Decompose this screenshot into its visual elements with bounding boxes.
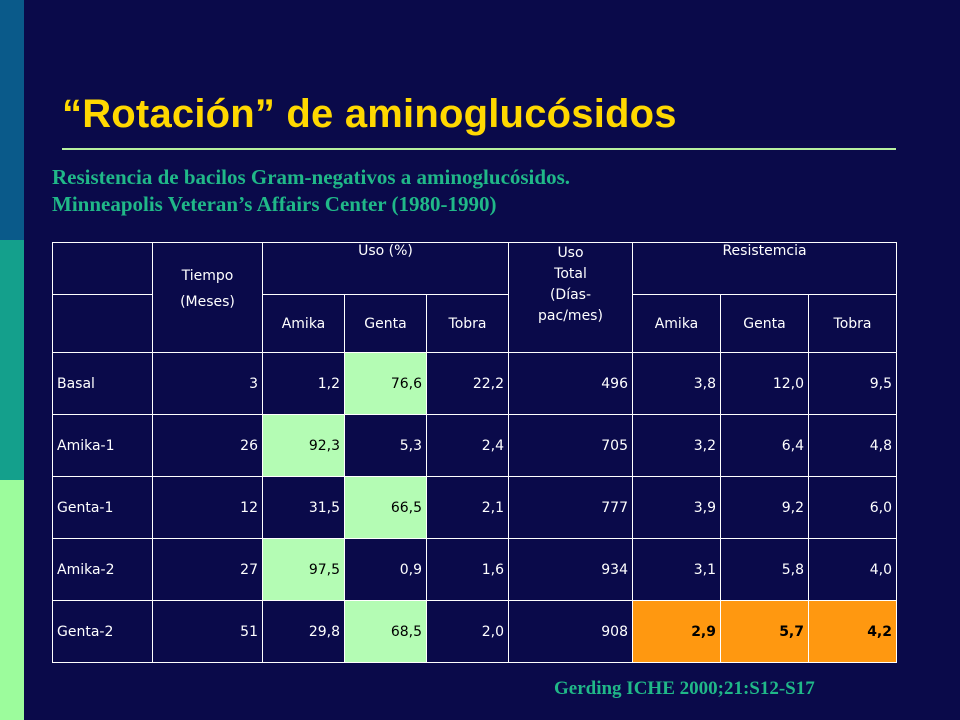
header-tiempo-line2: (Meses): [180, 294, 235, 310]
cell-uso-genta: 0,9: [344, 538, 427, 601]
header-uso-total-line2: Total: [554, 266, 587, 282]
header-uso-total-line4: pac/mes): [538, 308, 603, 324]
row-label: Amika-1: [52, 414, 153, 477]
table-row: Amika-2 27 97,5 0,9 1,6 934 3,1 5,8 4,0: [52, 538, 897, 601]
cell-res-genta: 9,2: [720, 476, 809, 539]
cell-uso-genta: 76,6: [344, 352, 427, 415]
subheader-uso-amika: Amika: [262, 294, 345, 353]
table-row: Genta-2 51 29,8 68,5 2,0 908 2,9 5,7 4,2: [52, 600, 897, 663]
cell-res-tobra: 4,8: [808, 414, 897, 477]
cell-res-genta: 5,7: [720, 600, 809, 663]
cell-res-amika: 3,1: [632, 538, 721, 601]
accent-bar-top: [0, 0, 24, 240]
cell-res-amika: 2,9: [632, 600, 721, 663]
cell-uso-tobra: 2,1: [426, 476, 509, 539]
cell-uso-amika: 29,8: [262, 600, 345, 663]
cell-res-amika: 3,2: [632, 414, 721, 477]
cell-uso-genta: 5,3: [344, 414, 427, 477]
cell-uso-total: 908: [508, 600, 633, 663]
accent-bar-bottom: [0, 480, 24, 720]
table-subheader-row: Amika Genta Tobra Amika Genta Tobra: [52, 294, 897, 353]
cell-uso-amika: 92,3: [262, 414, 345, 477]
header-tiempo: Tiempo (Meses): [152, 242, 263, 353]
cell-uso-tobra: 2,4: [426, 414, 509, 477]
cell-uso-genta: 66,5: [344, 476, 427, 539]
cell-uso-tobra: 22,2: [426, 352, 509, 415]
header-empty-top: [52, 242, 153, 295]
cell-uso-total: 777: [508, 476, 633, 539]
accent-bar-middle: [0, 240, 24, 480]
header-uso-total-line3: (Días-: [549, 287, 592, 303]
title-divider: [62, 148, 896, 150]
cell-res-tobra: 9,5: [808, 352, 897, 415]
cell-uso-amika: 31,5: [262, 476, 345, 539]
subheader-uso-tobra: Tobra: [426, 294, 509, 353]
cell-uso-genta: 68,5: [344, 600, 427, 663]
subheader-uso-genta: Genta: [344, 294, 427, 353]
cell-uso-total: 496: [508, 352, 633, 415]
cell-uso-total: 705: [508, 414, 633, 477]
cell-uso-amika: 1,2: [262, 352, 345, 415]
table-row: Genta-1 12 31,5 66,5 2,1 777 3,9 9,2 6,0: [52, 476, 897, 539]
cell-res-genta: 12,0: [720, 352, 809, 415]
table-header-row: Tiempo (Meses) Uso (%) Uso Total (Días- p…: [52, 242, 897, 353]
cell-uso-tobra: 1,6: [426, 538, 509, 601]
slide-subtitle: Resistencia de bacilos Gram-negativos a …: [52, 164, 570, 218]
subtitle-line-1: Resistencia de bacilos Gram-negativos a …: [52, 165, 570, 189]
cell-uso-total: 934: [508, 538, 633, 601]
subtitle-line-2: Minneapolis Veteran’s Affairs Center (19…: [52, 192, 497, 216]
table-row: Basal 3 1,2 76,6 22,2 496 3,8 12,0 9,5: [52, 352, 897, 415]
header-resistencia: Resistemcia: [632, 242, 897, 295]
header-empty-bottom: [52, 294, 153, 353]
cell-uso-amika: 97,5: [262, 538, 345, 601]
cell-tiempo: 51: [152, 600, 263, 663]
citation: Gerding ICHE 2000;21:S12-S17: [554, 678, 815, 699]
subheader-res-amika: Amika: [632, 294, 721, 353]
cell-res-amika: 3,9: [632, 476, 721, 539]
subheader-res-genta: Genta: [720, 294, 809, 353]
cell-tiempo: 26: [152, 414, 263, 477]
cell-tiempo: 3: [152, 352, 263, 415]
cell-res-genta: 5,8: [720, 538, 809, 601]
cell-res-amika: 3,8: [632, 352, 721, 415]
row-label: Amika-2: [52, 538, 153, 601]
cell-res-tobra: 6,0: [808, 476, 897, 539]
slide-title: “Rotación” de aminoglucósidos: [62, 92, 677, 136]
cell-tiempo: 27: [152, 538, 263, 601]
cell-res-tobra: 4,0: [808, 538, 897, 601]
table-row: Amika-1 26 92,3 5,3 2,4 705 3,2 6,4 4,8: [52, 414, 897, 477]
header-uso-pct: Uso (%): [262, 242, 509, 295]
header-tiempo-line1: Tiempo: [181, 268, 234, 284]
cell-res-genta: 6,4: [720, 414, 809, 477]
header-uso-total-line1: Uso: [557, 245, 584, 261]
header-uso-total: Uso Total (Días- pac/mes): [508, 242, 633, 353]
row-label: Genta-2: [52, 600, 153, 663]
cell-res-tobra: 4,2: [808, 600, 897, 663]
row-label: Genta-1: [52, 476, 153, 539]
row-label: Basal: [52, 352, 153, 415]
subheader-res-tobra: Tobra: [808, 294, 897, 353]
cell-uso-tobra: 2,0: [426, 600, 509, 663]
resistance-table: Tiempo (Meses) Uso (%) Uso Total (Días- p…: [52, 242, 897, 663]
cell-tiempo: 12: [152, 476, 263, 539]
